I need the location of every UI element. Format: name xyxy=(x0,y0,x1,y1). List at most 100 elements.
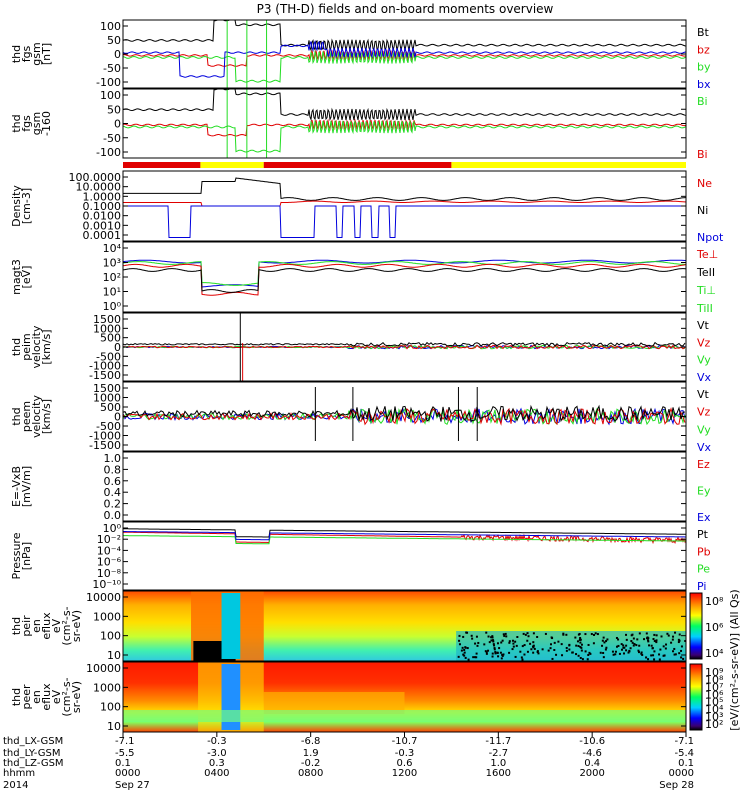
peir-dot xyxy=(653,650,656,653)
footer-lx-value: -7.1 xyxy=(674,736,694,747)
mode-bar-segment xyxy=(123,162,201,168)
fgs-ytick-label: -50 xyxy=(103,62,121,75)
peir-dot xyxy=(484,650,487,653)
peir-dot xyxy=(651,647,654,650)
peir-dot xyxy=(602,656,605,659)
peir-dot xyxy=(589,652,592,655)
peir-dot xyxy=(502,633,505,636)
peer-colorbar-tick: 10³ xyxy=(705,711,723,724)
peir-dot xyxy=(463,651,466,654)
peir-dot xyxy=(550,636,553,639)
fgs-dsl-ytick-label: 0 xyxy=(114,118,121,131)
peir-dot xyxy=(652,638,655,641)
peir-dot xyxy=(485,651,488,654)
peir-dot xyxy=(641,653,644,656)
fgs-ylabel-line: [nT] xyxy=(40,43,53,65)
peir-dot xyxy=(611,650,614,653)
peem-ytick-label: -500 xyxy=(96,420,121,433)
peir-dot xyxy=(523,644,526,647)
panel-peer: 10000 1000 100 10 thdpeerenefluxeV(cm²-s-sr-… xyxy=(10,661,724,733)
peem-ylabel-line: thd xyxy=(10,407,23,425)
peer-colorbar-tick: 10⁶ xyxy=(705,688,724,701)
fgs-legend-0: Bt xyxy=(697,26,710,39)
peir-dot xyxy=(519,650,522,653)
fgs-dsl-ytick-label: 100 xyxy=(100,89,121,102)
peem-ytick-label: -1500 xyxy=(89,439,121,452)
peir-dot xyxy=(498,647,501,650)
fgs-ylabel-line: gsm xyxy=(30,42,43,65)
peir-dot xyxy=(561,654,564,657)
peir-dot xyxy=(474,642,477,645)
peir-dot xyxy=(512,645,515,648)
peir-dot xyxy=(487,649,490,652)
efield-ytick-label: 0.4 xyxy=(104,486,122,499)
peer-colorbar-tick: 10⁴ xyxy=(705,703,724,716)
peer-ylabel-line: eV xyxy=(50,689,63,704)
fgs-ytick-label: 0 xyxy=(114,48,121,61)
peir-dot xyxy=(673,653,676,656)
footer-lz-value: 1.0 xyxy=(490,758,506,769)
peir-dot xyxy=(500,657,503,660)
peir-dot xyxy=(637,651,640,654)
peir-dot xyxy=(503,634,506,637)
peem-legend-2: Vy xyxy=(697,423,711,436)
fgs-ytick-label: 50 xyxy=(107,34,121,47)
peer-orange-band xyxy=(263,692,405,714)
peir-dot xyxy=(508,640,511,643)
peir-dot xyxy=(678,652,681,655)
peir-dot xyxy=(502,653,505,656)
peir-dot xyxy=(494,651,497,654)
peir-dot xyxy=(625,649,628,652)
colorbar-label: [eV/(cm²-s-sr-eV)] (All Qs) xyxy=(728,589,741,730)
peim-ytick-label: 1500 xyxy=(93,313,121,326)
footer-hhmm-value: 1600 xyxy=(486,768,511,779)
peir-dot xyxy=(475,652,478,655)
peir-dot xyxy=(485,631,488,634)
peem-legend-0: Vt xyxy=(697,388,710,401)
peir-dot xyxy=(476,644,479,647)
peir-dot xyxy=(643,638,646,641)
peir-dot xyxy=(541,648,544,651)
temp-2 xyxy=(123,261,686,286)
density-ytick-label: 0.0001 xyxy=(83,229,122,242)
footer-lx-value: -0.3 xyxy=(207,736,227,747)
peir-colorbar xyxy=(689,592,703,660)
peir-dot xyxy=(526,632,529,635)
temperature-ytick-label: 10¹ xyxy=(103,286,121,299)
mode-bar-segment xyxy=(451,162,686,168)
peir-dot xyxy=(660,635,663,638)
peir-dot xyxy=(472,656,475,659)
peir-dot xyxy=(584,633,587,636)
fgs-legend-3: bx xyxy=(697,78,711,91)
peir-dot xyxy=(625,644,628,647)
peir-dot xyxy=(580,646,583,649)
peir-dot xyxy=(670,641,673,644)
peir-dot xyxy=(533,647,536,650)
peir-dot xyxy=(614,650,617,653)
peir-dot xyxy=(578,632,581,635)
peir-dot xyxy=(466,631,469,634)
temperature-legend-2: Ti⊥ xyxy=(696,284,716,297)
peir-dot xyxy=(511,639,514,642)
peir-dot xyxy=(640,652,643,655)
footer-ly-value: 1.9 xyxy=(303,748,319,759)
peir-dot xyxy=(612,653,615,656)
footer-ly-value: -3.0 xyxy=(207,748,227,759)
peir-dot xyxy=(491,635,494,638)
peer-ytick-label: 100 xyxy=(100,701,121,714)
footer-lx-value: -7.1 xyxy=(115,736,135,747)
fgs-dsl-ylabel-line: -160 xyxy=(40,111,53,136)
peer-ylabel-line: sr-eV) xyxy=(70,681,83,713)
peir-dot xyxy=(464,646,467,649)
footer-ly-value: -0.3 xyxy=(395,748,415,759)
peim-legend-0: Vt xyxy=(697,319,710,332)
pressure-pe xyxy=(123,535,686,545)
peir-dot xyxy=(588,651,591,654)
peir-dot xyxy=(631,641,634,644)
pressure-ytick-label: 10⁻⁸ xyxy=(97,567,122,580)
peer-ylabel-line: (cm²-s- xyxy=(60,677,73,716)
peir-dot xyxy=(647,637,650,640)
peem-ytick-label: 0 xyxy=(114,411,121,424)
density-ytick-label: 1.0000 xyxy=(83,190,122,203)
